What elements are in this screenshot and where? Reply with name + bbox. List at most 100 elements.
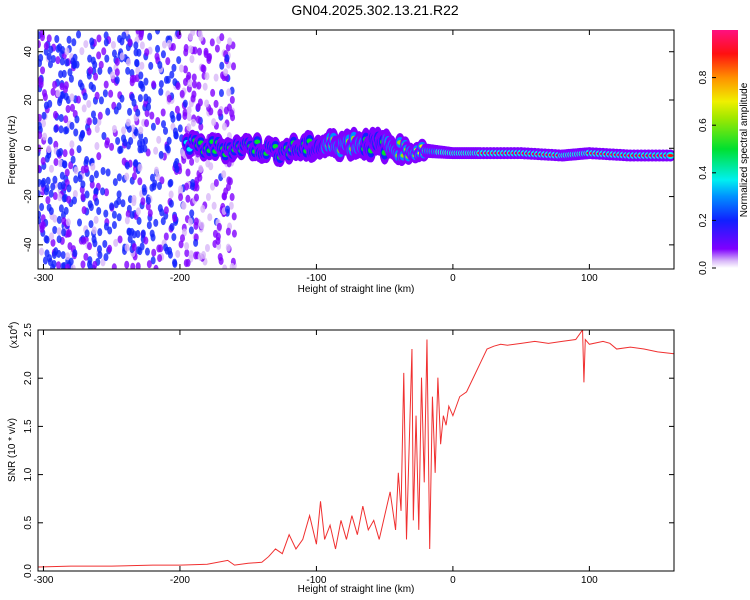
noise-cell	[169, 222, 175, 231]
noise-cell	[57, 193, 63, 202]
noise-cell	[138, 71, 144, 80]
noise-cell	[115, 136, 121, 145]
noise-cell	[135, 108, 141, 117]
noise-cell	[160, 217, 166, 226]
noise-cell	[186, 113, 192, 122]
noise-cell	[195, 102, 201, 111]
noise-cell	[79, 82, 85, 91]
noise-cell	[69, 148, 75, 157]
ridge-core	[667, 154, 674, 158]
noise-cell	[163, 206, 169, 215]
noise-cell	[131, 98, 137, 107]
noise-cell	[193, 238, 199, 247]
noise-cell	[58, 204, 64, 213]
noise-cell	[143, 77, 149, 86]
noise-cell	[168, 178, 174, 187]
noise-cell	[178, 240, 184, 249]
noise-cell	[135, 207, 141, 216]
colorbar-tick-label: 0.0	[698, 261, 709, 275]
noise-cell	[65, 105, 71, 114]
noise-cell	[92, 116, 98, 125]
noise-cell	[68, 74, 74, 83]
noise-cell	[121, 126, 127, 135]
noise-cell	[131, 172, 137, 181]
noise-cell	[151, 248, 157, 257]
noise-cell	[56, 215, 62, 224]
noise-cell	[97, 228, 103, 237]
noise-cell	[157, 254, 163, 263]
spec-xtick-label: -200	[170, 273, 190, 284]
noise-cell	[146, 221, 152, 230]
noise-cell	[137, 94, 143, 103]
noise-cell	[142, 187, 148, 196]
noise-cell	[38, 40, 41, 49]
noise-cell	[100, 258, 106, 267]
noise-cell	[176, 56, 182, 65]
noise-cell	[93, 170, 99, 179]
noise-cell	[148, 61, 154, 70]
noise-cell	[191, 90, 197, 99]
noise-cell	[125, 210, 131, 219]
noise-cell	[64, 168, 70, 177]
noise-cell	[153, 166, 159, 175]
noise-cell	[39, 203, 45, 212]
noise-cell	[139, 61, 145, 70]
noise-cell	[211, 118, 217, 127]
noise-cell	[229, 262, 235, 269]
noise-cell	[175, 82, 181, 91]
noise-cell	[125, 58, 131, 67]
noise-cell	[158, 150, 164, 159]
noise-cell	[96, 152, 102, 161]
noise-cell	[133, 128, 139, 137]
noise-cell	[74, 115, 80, 124]
noise-cell	[163, 126, 169, 135]
noise-cell	[91, 226, 97, 235]
noise-cell	[111, 49, 117, 58]
noise-cell	[57, 95, 63, 104]
noise-cell	[147, 32, 153, 41]
noise-cell	[83, 40, 89, 49]
noise-cell	[103, 222, 109, 231]
noise-cell	[226, 103, 232, 112]
noise-cell	[198, 122, 204, 131]
snr-ytick-label: 0.5	[23, 515, 34, 529]
snr-xtick-label: 100	[581, 575, 598, 586]
noise-cell	[109, 71, 115, 80]
noise-cell	[58, 113, 64, 122]
noise-cell	[57, 159, 63, 168]
noise-cell	[83, 252, 89, 261]
noise-cell	[96, 206, 102, 215]
noise-cell	[101, 47, 107, 56]
noise-cell	[103, 253, 109, 262]
snr-frame	[37, 329, 675, 572]
noise-cell	[40, 157, 46, 166]
noise-cell	[128, 136, 134, 145]
noise-cell	[38, 189, 41, 198]
noise-cell	[118, 145, 124, 154]
snr-xlabel: Height of straight line (km)	[298, 584, 415, 595]
noise-cell	[110, 40, 116, 49]
noise-cell	[58, 70, 64, 79]
noise-cell	[52, 80, 58, 89]
noise-cell	[201, 64, 207, 73]
noise-cell	[116, 190, 122, 199]
noise-cell	[96, 34, 102, 43]
noise-cell	[48, 45, 54, 54]
noise-cell	[228, 201, 234, 210]
noise-cell	[197, 252, 203, 261]
noise-cell	[197, 30, 203, 38]
noise-cell	[48, 207, 54, 216]
noise-cell	[168, 190, 174, 199]
noise-cell	[102, 239, 108, 248]
noise-cell	[104, 188, 110, 197]
noise-cell	[112, 178, 118, 187]
noise-cell	[144, 109, 150, 118]
noise-cell	[52, 226, 58, 235]
noise-cell	[163, 243, 169, 252]
noise-cell	[149, 229, 155, 238]
noise-cell	[86, 99, 92, 108]
noise-cell	[137, 139, 143, 148]
noise-cell	[175, 249, 181, 258]
noise-cell	[194, 176, 200, 185]
noise-cell	[184, 242, 190, 251]
